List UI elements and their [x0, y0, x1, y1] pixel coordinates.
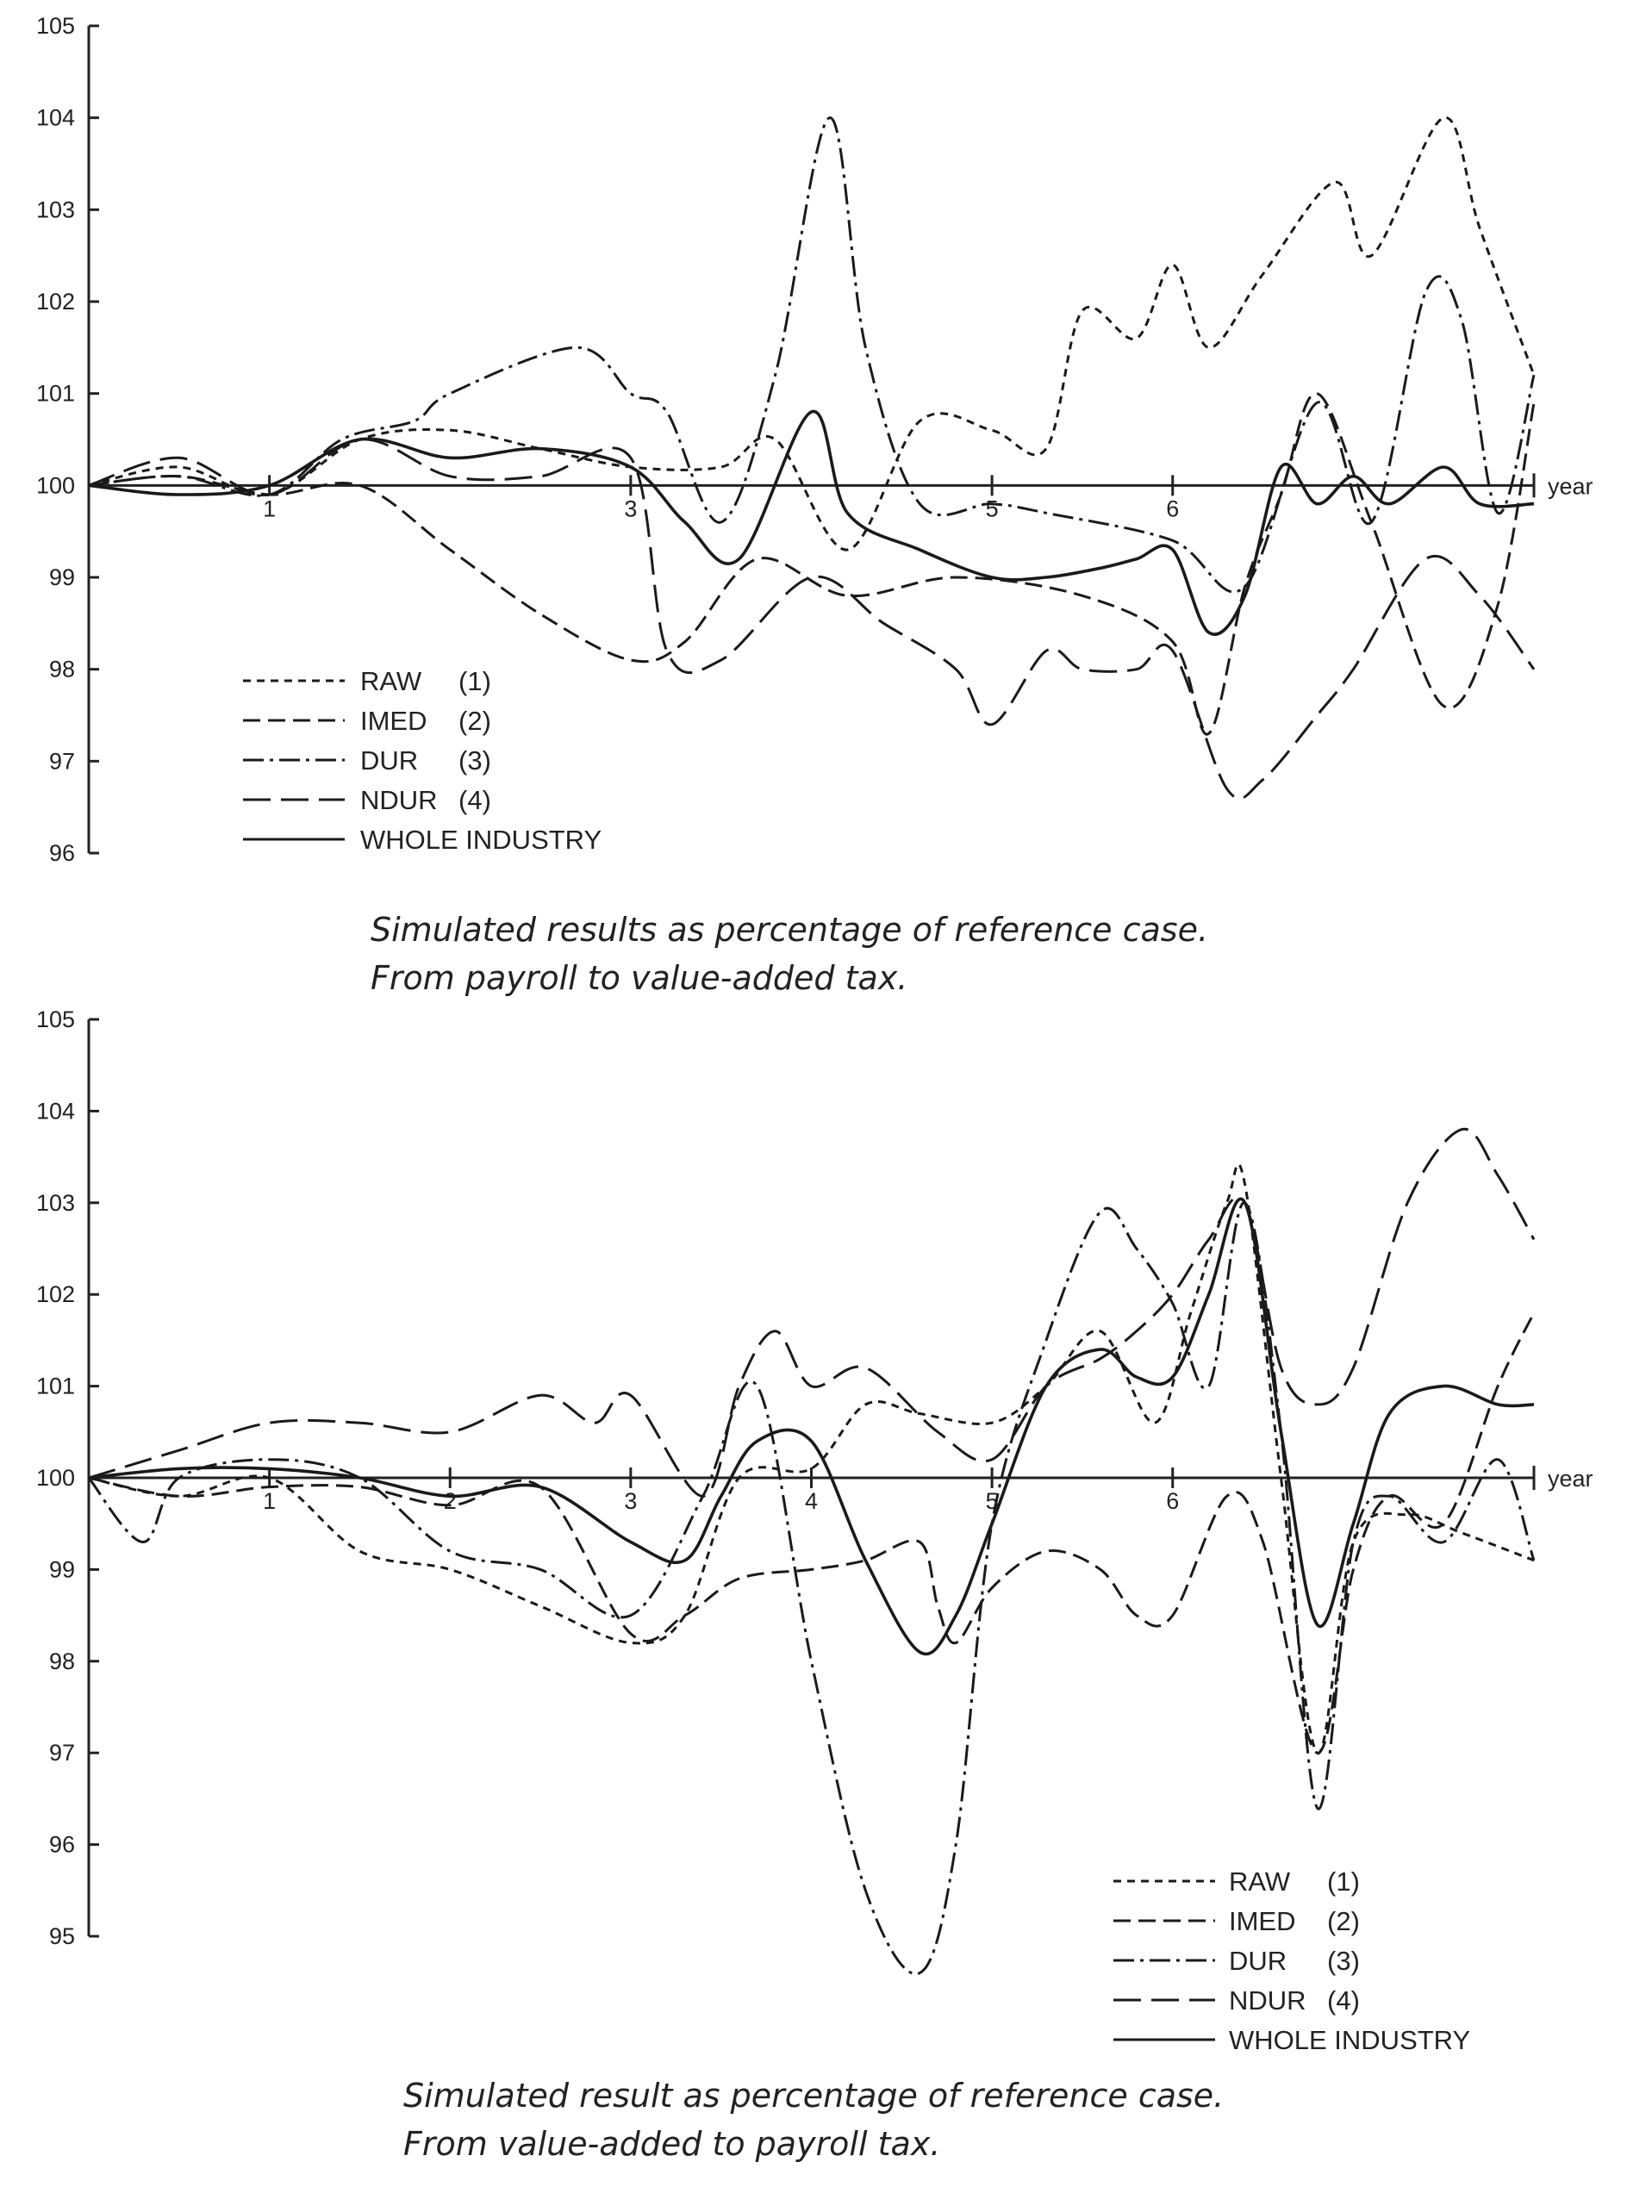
x-tick-label: 4 [805, 1488, 818, 1514]
series-line-imed [88, 1312, 1536, 1754]
y-tick-label: 104 [36, 1098, 75, 1124]
y-tick-label: 97 [49, 748, 75, 774]
y-tick-label: 105 [36, 13, 75, 39]
figure-caption-line: From value-added to payroll tax. [403, 2125, 940, 2163]
y-tick-label: 95 [49, 1923, 75, 1949]
legend-number: (2) [1327, 1906, 1360, 1936]
y-tick-label: 104 [36, 105, 75, 131]
x-axis-label: year [1548, 473, 1593, 499]
series-line-dur [87, 1201, 1536, 1976]
figure-caption-line: From payroll to value-added tax. [371, 959, 907, 997]
y-tick-label: 102 [36, 289, 75, 315]
figure-caption-line: Simulated result as percentage of refere… [403, 2077, 1224, 2115]
legend-number: (3) [458, 745, 491, 776]
series-line-raw [88, 116, 1536, 551]
y-tick-label: 98 [49, 1648, 75, 1674]
y-tick-label: 103 [36, 1190, 75, 1216]
legend-label: DUR [1229, 1946, 1287, 1976]
legend-label: DUR [360, 745, 418, 776]
x-tick-label: 5 [986, 495, 999, 521]
x-tick-label: 2 [444, 1488, 457, 1514]
y-tick-label: 105 [36, 1006, 75, 1032]
series-line-dur [88, 116, 1536, 594]
y-tick-label: 100 [36, 1465, 75, 1491]
legend-label: RAW [360, 666, 422, 696]
legend-label: IMED [360, 706, 427, 736]
legend-label: NDUR [1229, 1985, 1306, 2016]
legend-label: IMED [1229, 1906, 1296, 1936]
y-tick-label: 99 [49, 1556, 75, 1582]
legend-number: (1) [458, 666, 491, 696]
y-tick-label: 99 [49, 564, 75, 590]
y-tick-label: 100 [36, 472, 75, 498]
legend-number: (2) [458, 706, 491, 736]
legend: RAW (1) IMED (2) DUR (3) NDUR (4) WHOLE INDUSTRY [243, 666, 602, 855]
y-tick-label: 101 [36, 381, 75, 407]
legend-number: (4) [458, 785, 491, 815]
y-tick-label: 101 [36, 1374, 75, 1399]
legend-label: WHOLE INDUSTRY [360, 825, 602, 855]
legend-label: RAW [1229, 1866, 1291, 1897]
y-tick-label: 98 [49, 657, 75, 682]
chart-payroll-to-vat: 105 104 103 102 101 100 99 98 97 96 year 1 3 5 6 RAW (1)… [36, 13, 1593, 997]
y-tick-label: 102 [36, 1281, 75, 1307]
series-line-whole-industry [88, 409, 1535, 636]
x-tick-label: 3 [624, 495, 637, 521]
x-tick-label: 6 [1166, 495, 1179, 521]
legend: RAW (1) IMED (2) DUR (3) NDUR (4) WHOLE INDUSTRY [1113, 1866, 1470, 2055]
y-tick-label: 97 [49, 1740, 75, 1766]
legend-label: NDUR [360, 785, 438, 815]
x-tick-label: 1 [263, 495, 276, 521]
series-line-ndur [88, 1127, 1536, 1498]
y-tick-label: 103 [36, 196, 75, 222]
x-tick-label: 1 [263, 1488, 276, 1514]
x-tick-label: 6 [1166, 1488, 1179, 1514]
legend-number: (4) [1327, 1985, 1360, 2016]
y-tick-label: 96 [49, 1832, 75, 1858]
legend-number: (3) [1327, 1946, 1360, 1976]
x-tick-label: 3 [624, 1488, 637, 1514]
series-line-whole-industry [88, 1197, 1535, 1656]
x-axis-label: year [1548, 1466, 1593, 1492]
series-line-imed [88, 392, 1536, 736]
figure-caption-line: Simulated results as percentage of refer… [371, 911, 1208, 949]
series-line-ndur [88, 438, 1536, 801]
legend-number: (1) [1327, 1866, 1360, 1897]
legend-label: WHOLE INDUSTRY [1229, 2025, 1470, 2055]
y-tick-label: 96 [49, 840, 75, 866]
